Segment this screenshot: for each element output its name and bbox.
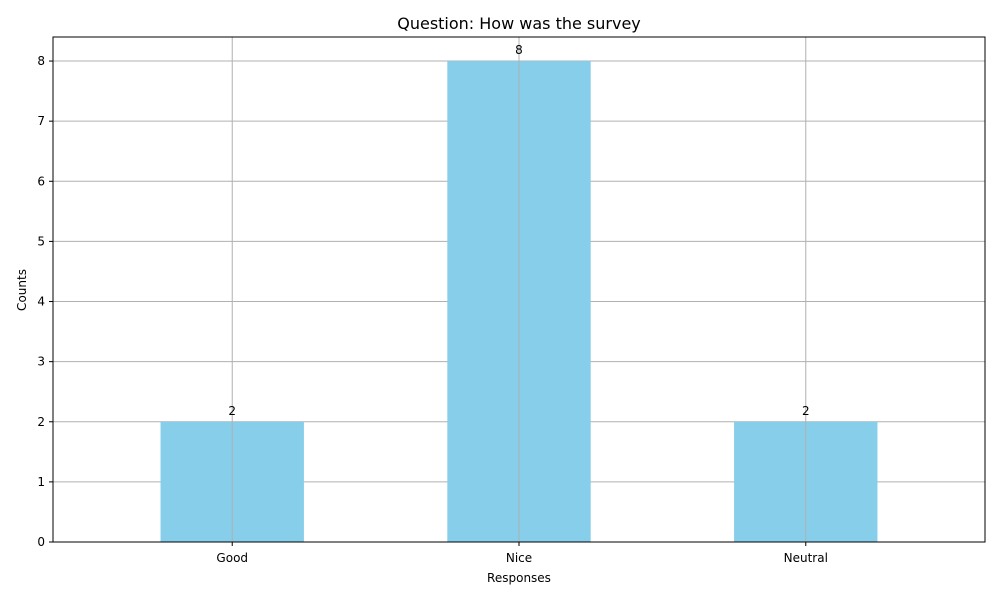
x-tick-label-neutral: Neutral bbox=[784, 551, 828, 565]
data-label-nice: 8 bbox=[515, 43, 523, 57]
x-grid-lines bbox=[231, 37, 807, 542]
x-axis-ticks: Good Nice Neutral bbox=[216, 542, 828, 565]
y-axis-ticks: 0 1 2 3 4 5 6 7 8 bbox=[37, 54, 53, 549]
data-label-good: 2 bbox=[228, 404, 236, 418]
y-tick-label-3: 3 bbox=[37, 355, 45, 369]
chart-title: Question: How was the survey bbox=[397, 14, 641, 33]
x-axis-label: Responses bbox=[487, 571, 551, 585]
y-tick-label-0: 0 bbox=[37, 535, 45, 549]
data-label-neutral: 2 bbox=[802, 404, 810, 418]
y-axis-label: Counts bbox=[15, 269, 29, 311]
y-tick-label-1: 1 bbox=[37, 475, 45, 489]
x-tick-label-nice: Nice bbox=[506, 551, 532, 565]
data-labels: 2 8 2 bbox=[228, 43, 809, 418]
y-tick-label-7: 7 bbox=[37, 114, 45, 128]
x-tick-label-good: Good bbox=[216, 551, 248, 565]
y-tick-label-8: 8 bbox=[37, 54, 45, 68]
y-tick-label-5: 5 bbox=[37, 234, 45, 248]
y-tick-label-2: 2 bbox=[37, 415, 45, 429]
y-tick-label-6: 6 bbox=[37, 174, 45, 188]
y-tick-label-4: 4 bbox=[37, 295, 45, 309]
